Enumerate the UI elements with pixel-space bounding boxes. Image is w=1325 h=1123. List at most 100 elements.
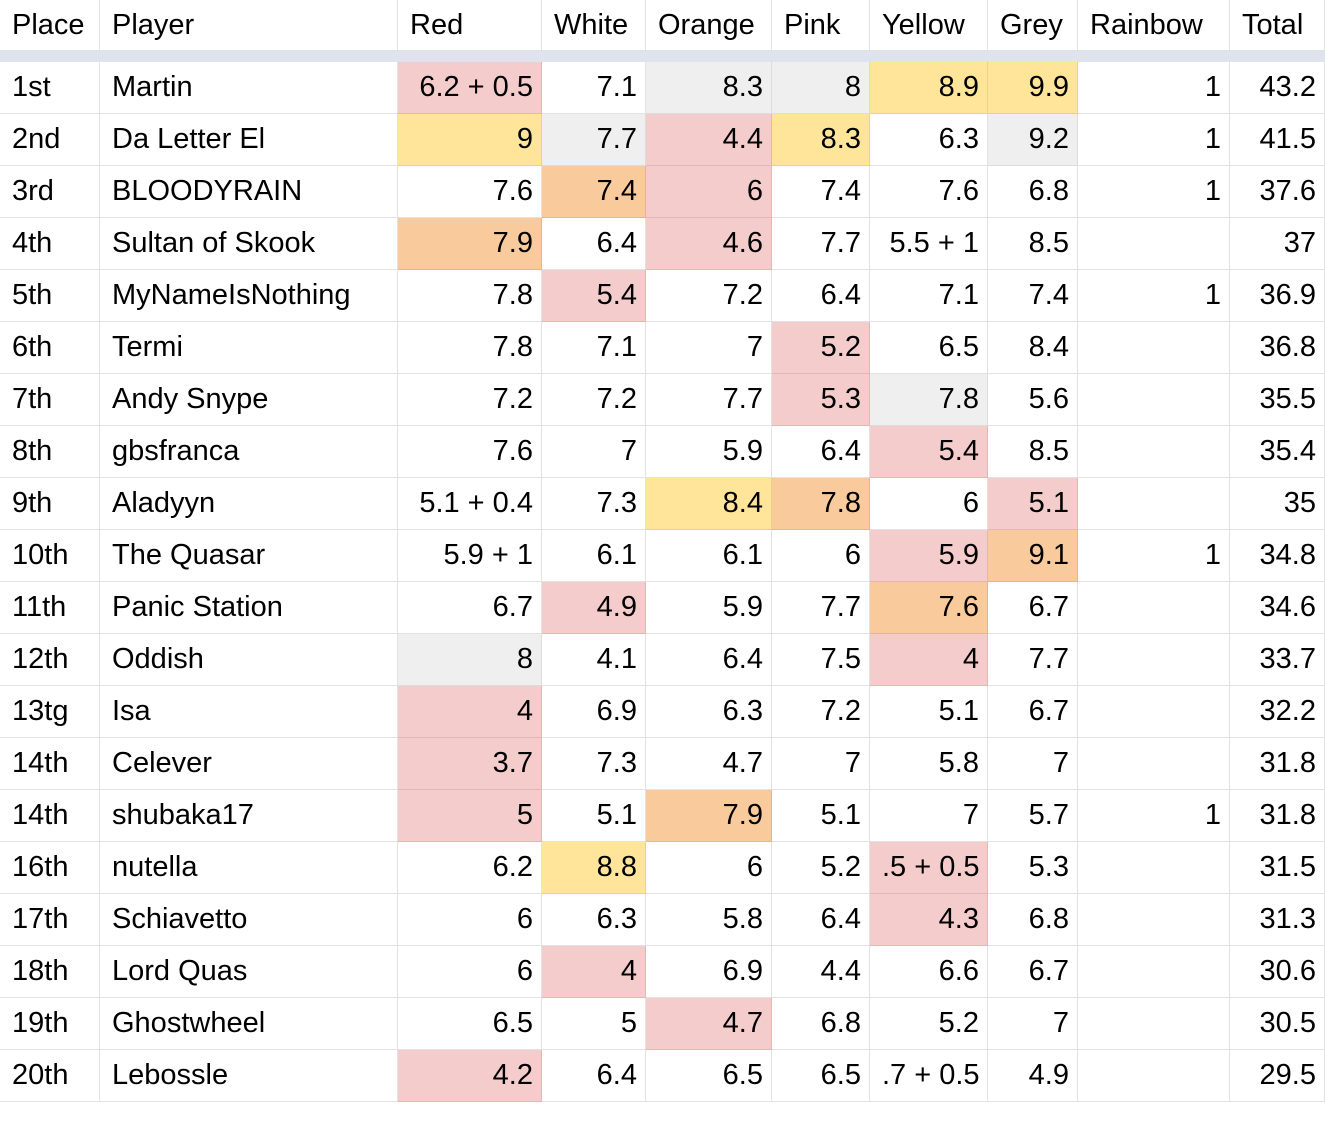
cell-player[interactable]: Lebossle [100,1050,398,1102]
cell-rainbow[interactable] [1078,478,1230,530]
cell-red[interactable]: 6.2 + 0.5 [398,62,542,114]
cell-grey[interactable]: 8.4 [988,322,1078,374]
cell-orange[interactable]: 6.4 [646,634,772,686]
cell-rainbow[interactable]: 1 [1078,530,1230,582]
cell-pink[interactable]: 7.4 [772,166,870,218]
cell-place[interactable]: 12th [0,634,100,686]
cell-total[interactable]: 43.2 [1230,62,1325,114]
cell-white[interactable]: 6.4 [542,1050,646,1102]
cell-rainbow[interactable] [1078,894,1230,946]
cell-orange[interactable]: 6.5 [646,1050,772,1102]
cell-white[interactable]: 5.4 [542,270,646,322]
cell-grey[interactable]: 8.5 [988,426,1078,478]
cell-total[interactable]: 31.8 [1230,790,1325,842]
cell-grey[interactable]: 5.1 [988,478,1078,530]
cell-orange[interactable]: 4.4 [646,114,772,166]
cell-white[interactable]: 5.1 [542,790,646,842]
cell-place[interactable]: 18th [0,946,100,998]
cell-grey[interactable]: 9.9 [988,62,1078,114]
cell-red[interactable]: 5 [398,790,542,842]
cell-yellow[interactable]: 6.3 [870,114,988,166]
cell-total[interactable]: 30.5 [1230,998,1325,1050]
cell-yellow[interactable]: .7 + 0.5 [870,1050,988,1102]
cell-grey[interactable]: 5.7 [988,790,1078,842]
cell-pink[interactable]: 7.7 [772,582,870,634]
cell-yellow[interactable]: 5.2 [870,998,988,1050]
cell-orange[interactable]: 6.9 [646,946,772,998]
cell-rainbow[interactable]: 1 [1078,270,1230,322]
cell-yellow[interactable]: 7.6 [870,166,988,218]
cell-grey[interactable]: 7 [988,738,1078,790]
cell-pink[interactable]: 6 [772,530,870,582]
cell-white[interactable]: 7.4 [542,166,646,218]
cell-grey[interactable]: 7 [988,998,1078,1050]
cell-red[interactable]: 4.2 [398,1050,542,1102]
header-cell-yellow[interactable]: Yellow [870,0,988,51]
cell-orange[interactable]: 7.2 [646,270,772,322]
cell-white[interactable]: 6.9 [542,686,646,738]
cell-grey[interactable]: 5.6 [988,374,1078,426]
cell-player[interactable]: Martin [100,62,398,114]
cell-rainbow[interactable] [1078,374,1230,426]
cell-pink[interactable]: 7.8 [772,478,870,530]
cell-rainbow[interactable]: 1 [1078,114,1230,166]
cell-grey[interactable]: 6.8 [988,894,1078,946]
cell-pink[interactable]: 6.8 [772,998,870,1050]
cell-total[interactable]: 35.5 [1230,374,1325,426]
cell-white[interactable]: 7.3 [542,738,646,790]
cell-white[interactable]: 4.1 [542,634,646,686]
cell-grey[interactable]: 6.7 [988,582,1078,634]
cell-rainbow[interactable]: 1 [1078,790,1230,842]
cell-total[interactable]: 35 [1230,478,1325,530]
cell-orange[interactable]: 6 [646,166,772,218]
cell-orange[interactable]: 6 [646,842,772,894]
cell-red[interactable]: 3.7 [398,738,542,790]
cell-total[interactable]: 33.7 [1230,634,1325,686]
cell-grey[interactable]: 7.4 [988,270,1078,322]
cell-player[interactable]: shubaka17 [100,790,398,842]
cell-orange[interactable]: 4.6 [646,218,772,270]
cell-white[interactable]: 6.1 [542,530,646,582]
cell-total[interactable]: 41.5 [1230,114,1325,166]
cell-yellow[interactable]: 7 [870,790,988,842]
cell-grey[interactable]: 6.7 [988,686,1078,738]
cell-pink[interactable]: 7.7 [772,218,870,270]
cell-place[interactable]: 20th [0,1050,100,1102]
cell-place[interactable]: 11th [0,582,100,634]
cell-player[interactable]: Sultan of Skook [100,218,398,270]
cell-rainbow[interactable] [1078,634,1230,686]
cell-yellow[interactable]: 6.5 [870,322,988,374]
cell-total[interactable]: 34.8 [1230,530,1325,582]
cell-total[interactable]: 32.2 [1230,686,1325,738]
cell-yellow[interactable]: .5 + 0.5 [870,842,988,894]
cell-yellow[interactable]: 7.1 [870,270,988,322]
cell-rainbow[interactable] [1078,738,1230,790]
cell-grey[interactable]: 6.8 [988,166,1078,218]
cell-pink[interactable]: 5.1 [772,790,870,842]
cell-red[interactable]: 4 [398,686,542,738]
cell-place[interactable]: 5th [0,270,100,322]
cell-pink[interactable]: 4.4 [772,946,870,998]
cell-yellow[interactable]: 6 [870,478,988,530]
cell-red[interactable]: 7.2 [398,374,542,426]
cell-rainbow[interactable] [1078,426,1230,478]
cell-red[interactable]: 6 [398,894,542,946]
cell-orange[interactable]: 7.7 [646,374,772,426]
header-cell-player[interactable]: Player [100,0,398,51]
cell-yellow[interactable]: 6.6 [870,946,988,998]
cell-white[interactable]: 7 [542,426,646,478]
cell-yellow[interactable]: 5.4 [870,426,988,478]
cell-place[interactable]: 16th [0,842,100,894]
cell-player[interactable]: Ghostwheel [100,998,398,1050]
cell-pink[interactable]: 8 [772,62,870,114]
cell-player[interactable]: Panic Station [100,582,398,634]
cell-player[interactable]: Isa [100,686,398,738]
cell-rainbow[interactable] [1078,998,1230,1050]
cell-player[interactable]: Termi [100,322,398,374]
cell-white[interactable]: 5 [542,998,646,1050]
cell-red[interactable]: 6.7 [398,582,542,634]
cell-rainbow[interactable] [1078,218,1230,270]
cell-total[interactable]: 34.6 [1230,582,1325,634]
cell-red[interactable]: 9 [398,114,542,166]
header-cell-total[interactable]: Total [1230,0,1325,51]
